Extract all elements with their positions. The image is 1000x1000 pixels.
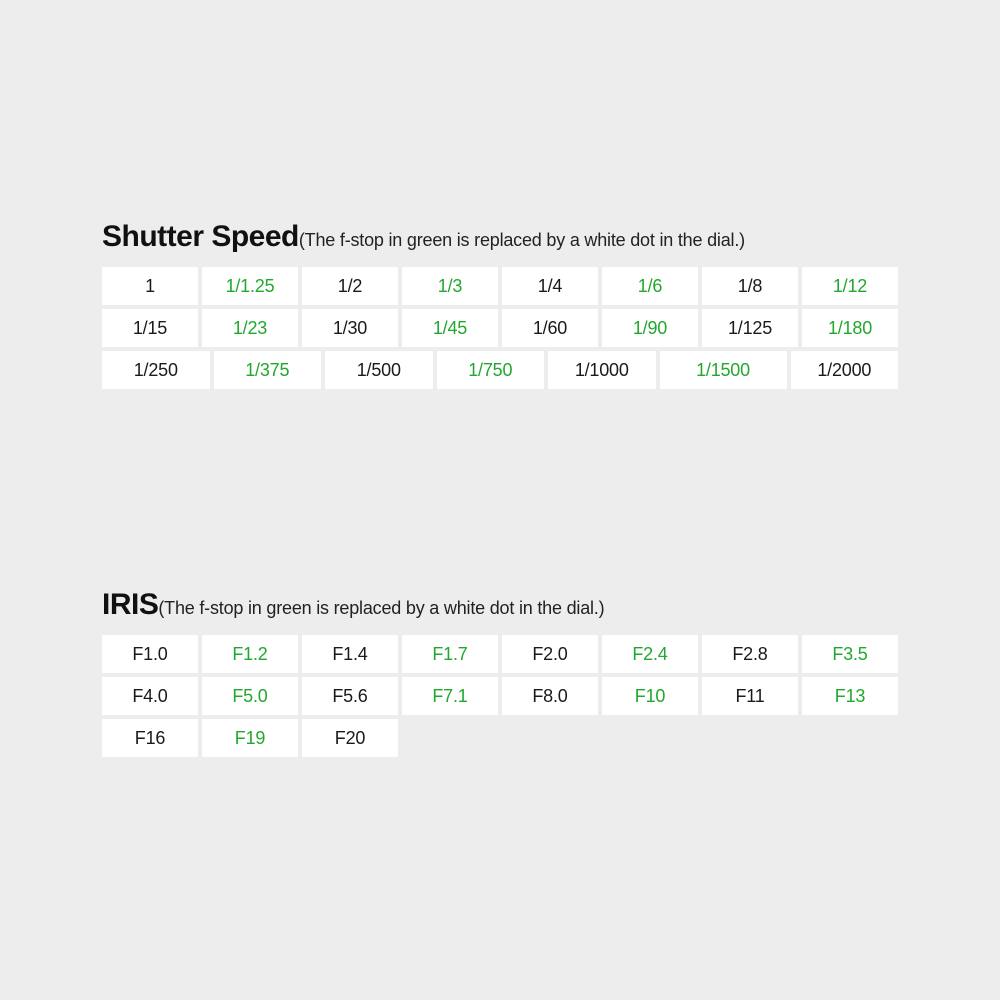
shutter-cell: 1/45 xyxy=(402,309,498,347)
shutter-cell: 1/750 xyxy=(437,351,545,389)
iris-cell: F19 xyxy=(202,719,298,757)
iris-cell: F1.4 xyxy=(302,635,398,673)
iris-grid: F1.0F1.2F1.4F1.7F2.0F2.4F2.8F3.5 F4.0F5.0… xyxy=(102,635,898,757)
shutter-cell: 1/2 xyxy=(302,267,398,305)
shutter-speed-section: Shutter Speed(The f-stop in green is rep… xyxy=(102,220,898,389)
iris-cell: F1.0 xyxy=(102,635,198,673)
iris-cell: F5.0 xyxy=(202,677,298,715)
iris-cell: F16 xyxy=(102,719,198,757)
shutter-cell: 1/60 xyxy=(502,309,598,347)
shutter-cell: 1/12 xyxy=(802,267,898,305)
shutter-cell: 1/1500 xyxy=(660,351,787,389)
shutter-cell: 1/125 xyxy=(702,309,798,347)
iris-cell: F5.6 xyxy=(302,677,398,715)
shutter-cell: 1/250 xyxy=(102,351,210,389)
iris-cell: F1.2 xyxy=(202,635,298,673)
iris-row: F4.0F5.0F5.6F7.1F8.0F10F11F13 xyxy=(102,677,898,715)
shutter-row: 1/2501/3751/5001/7501/10001/15001/2000 xyxy=(102,351,898,389)
iris-cell: F4.0 xyxy=(102,677,198,715)
shutter-subtitle: (The f-stop in green is replaced by a wh… xyxy=(299,230,745,250)
iris-cell: F2.8 xyxy=(702,635,798,673)
iris-cell: F11 xyxy=(702,677,798,715)
iris-cell: F1.7 xyxy=(402,635,498,673)
iris-heading: IRIS(The f-stop in green is replaced by … xyxy=(102,588,898,621)
shutter-cell: 1/8 xyxy=(702,267,798,305)
shutter-cell: 1/1.25 xyxy=(202,267,298,305)
shutter-grid: 11/1.251/21/31/41/61/81/121/151/231/301/… xyxy=(102,267,898,389)
shutter-title: Shutter Speed xyxy=(102,220,299,253)
iris-cell: F20 xyxy=(302,719,398,757)
shutter-cell: 1/90 xyxy=(602,309,698,347)
iris-cell: F13 xyxy=(802,677,898,715)
shutter-cell: 1/4 xyxy=(502,267,598,305)
iris-row: F16F19F20 xyxy=(102,719,898,757)
iris-subtitle: (The f-stop in green is replaced by a wh… xyxy=(158,598,604,618)
iris-cell: F10 xyxy=(602,677,698,715)
shutter-cell: 1/1000 xyxy=(548,351,656,389)
shutter-cell: 1/180 xyxy=(802,309,898,347)
shutter-cell: 1/30 xyxy=(302,309,398,347)
shutter-heading: Shutter Speed(The f-stop in green is rep… xyxy=(102,220,898,253)
shutter-row: 1/151/231/301/451/601/901/1251/180 xyxy=(102,309,898,347)
iris-cell: F3.5 xyxy=(802,635,898,673)
shutter-cell: 1/3 xyxy=(402,267,498,305)
iris-cell: F2.0 xyxy=(502,635,598,673)
shutter-cell: 1/500 xyxy=(325,351,433,389)
iris-title: IRIS xyxy=(102,588,158,621)
iris-row: F1.0F1.2F1.4F1.7F2.0F2.4F2.8F3.5 xyxy=(102,635,898,673)
iris-cell: F7.1 xyxy=(402,677,498,715)
shutter-cell: 1/375 xyxy=(214,351,322,389)
shutter-cell: 1 xyxy=(102,267,198,305)
shutter-cell: 1/6 xyxy=(602,267,698,305)
shutter-cell: 1/15 xyxy=(102,309,198,347)
shutter-cell: 1/2000 xyxy=(791,351,899,389)
iris-section: IRIS(The f-stop in green is replaced by … xyxy=(102,588,898,757)
iris-cell: F8.0 xyxy=(502,677,598,715)
shutter-cell: 1/23 xyxy=(202,309,298,347)
iris-cell: F2.4 xyxy=(602,635,698,673)
shutter-row: 11/1.251/21/31/41/61/81/12 xyxy=(102,267,898,305)
page: Shutter Speed(The f-stop in green is rep… xyxy=(0,0,1000,1000)
